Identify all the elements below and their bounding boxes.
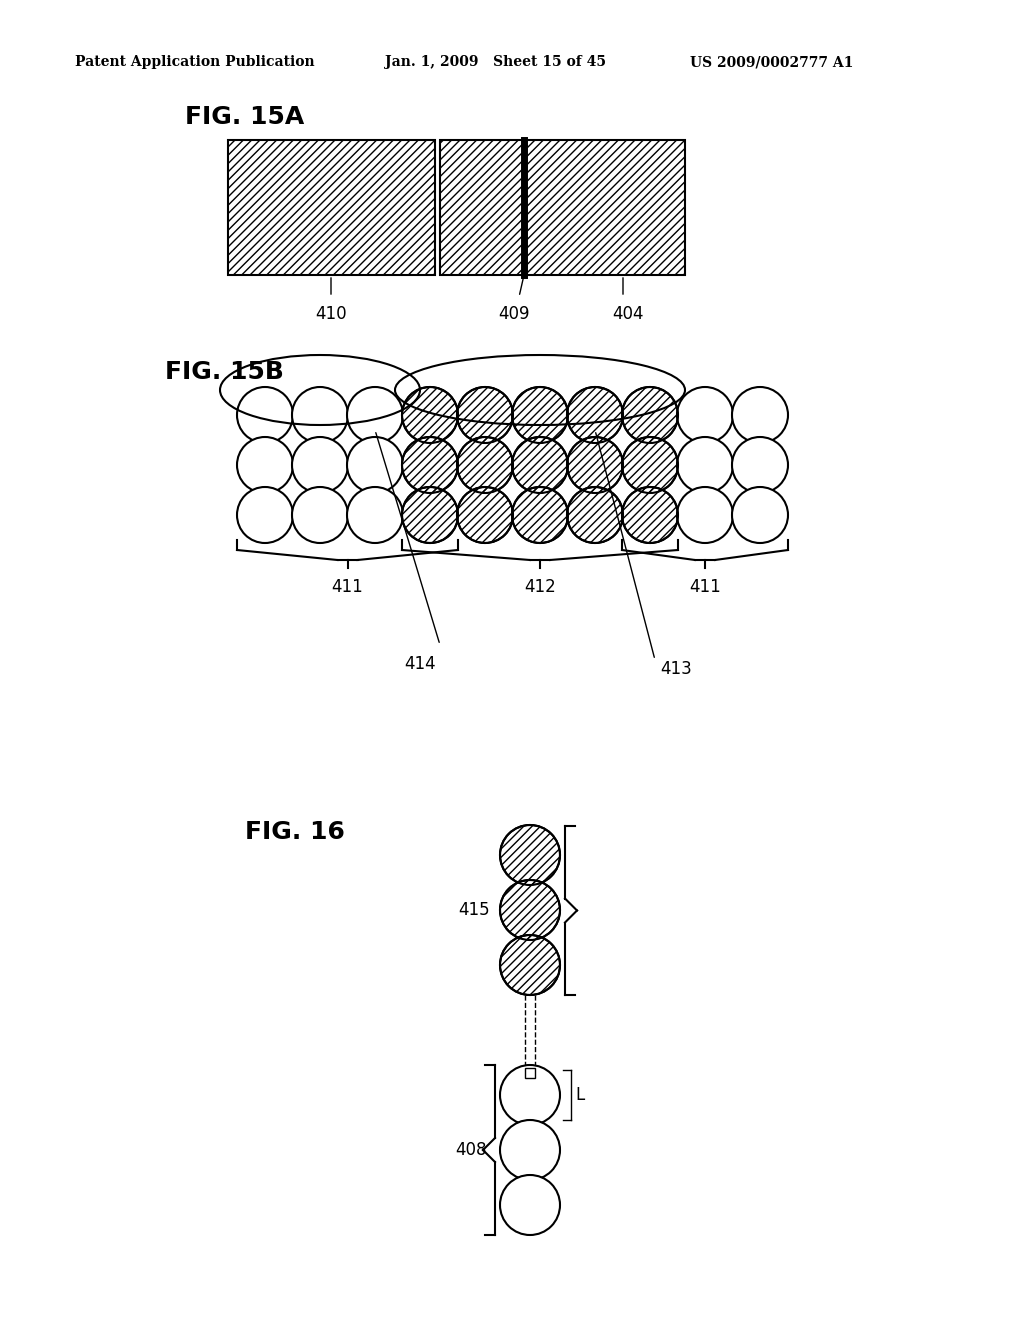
Circle shape bbox=[677, 437, 733, 492]
Circle shape bbox=[567, 487, 623, 543]
Circle shape bbox=[567, 387, 623, 444]
Circle shape bbox=[402, 487, 458, 543]
Text: FIG. 15B: FIG. 15B bbox=[165, 360, 284, 384]
Text: 409: 409 bbox=[499, 305, 529, 323]
Bar bbox=[228, 140, 435, 275]
Circle shape bbox=[677, 487, 733, 543]
Text: 411: 411 bbox=[689, 578, 721, 597]
Circle shape bbox=[512, 387, 568, 444]
Circle shape bbox=[457, 437, 513, 492]
Circle shape bbox=[622, 487, 678, 543]
Circle shape bbox=[567, 437, 623, 492]
Circle shape bbox=[457, 387, 513, 444]
Circle shape bbox=[500, 880, 560, 940]
Circle shape bbox=[732, 437, 788, 492]
Text: L: L bbox=[575, 1086, 585, 1104]
Text: FIG. 15A: FIG. 15A bbox=[185, 106, 304, 129]
Circle shape bbox=[500, 825, 560, 884]
Circle shape bbox=[512, 487, 568, 543]
Circle shape bbox=[237, 487, 293, 543]
Circle shape bbox=[402, 387, 458, 444]
Circle shape bbox=[347, 487, 403, 543]
Text: US 2009/0002777 A1: US 2009/0002777 A1 bbox=[690, 55, 853, 69]
Bar bbox=[525, 1068, 535, 1078]
Circle shape bbox=[237, 437, 293, 492]
Text: 413: 413 bbox=[660, 660, 692, 678]
Text: FIG. 16: FIG. 16 bbox=[245, 820, 345, 843]
Circle shape bbox=[622, 387, 678, 444]
Circle shape bbox=[347, 387, 403, 444]
Bar bbox=[440, 140, 685, 275]
Circle shape bbox=[237, 387, 293, 444]
Circle shape bbox=[292, 437, 348, 492]
Text: 414: 414 bbox=[404, 655, 436, 673]
Circle shape bbox=[732, 487, 788, 543]
Circle shape bbox=[292, 487, 348, 543]
Circle shape bbox=[347, 437, 403, 492]
Circle shape bbox=[500, 935, 560, 995]
Text: 411: 411 bbox=[332, 578, 364, 597]
Text: Patent Application Publication: Patent Application Publication bbox=[75, 55, 314, 69]
Circle shape bbox=[500, 1065, 560, 1125]
Circle shape bbox=[500, 1119, 560, 1180]
Text: Jan. 1, 2009   Sheet 15 of 45: Jan. 1, 2009 Sheet 15 of 45 bbox=[385, 55, 606, 69]
Text: 408: 408 bbox=[456, 1140, 487, 1159]
Text: 412: 412 bbox=[524, 578, 556, 597]
Text: 415: 415 bbox=[459, 902, 490, 919]
Text: 404: 404 bbox=[612, 305, 644, 323]
Circle shape bbox=[457, 487, 513, 543]
Circle shape bbox=[292, 387, 348, 444]
Circle shape bbox=[512, 437, 568, 492]
Text: 410: 410 bbox=[315, 305, 347, 323]
Circle shape bbox=[622, 437, 678, 492]
Circle shape bbox=[732, 387, 788, 444]
Circle shape bbox=[402, 437, 458, 492]
Circle shape bbox=[500, 1175, 560, 1236]
Circle shape bbox=[677, 387, 733, 444]
